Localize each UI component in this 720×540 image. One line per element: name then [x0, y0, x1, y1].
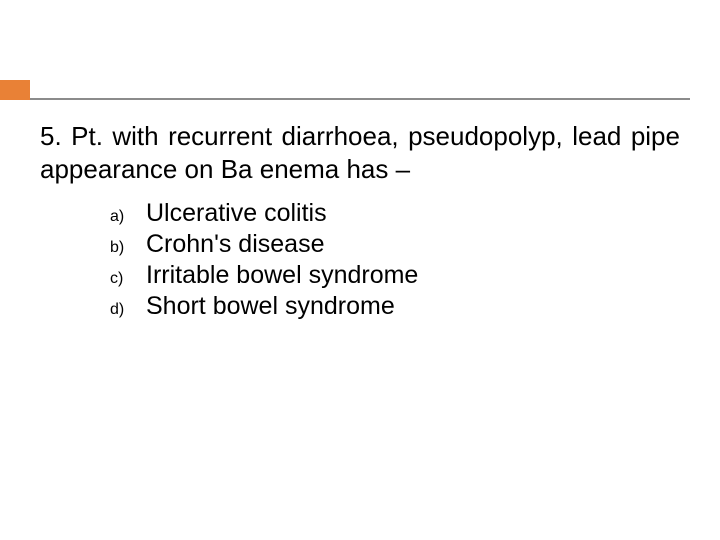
option-text: Crohn's disease — [146, 230, 324, 259]
option-text: Short bowel syndrome — [146, 292, 395, 321]
content-area: 5. Pt. with recurrent diarrhoea, pseudop… — [40, 120, 680, 323]
horizontal-rule — [30, 98, 690, 100]
option-marker: c) — [110, 270, 146, 288]
option-marker: d) — [110, 301, 146, 319]
option-text: Ulcerative colitis — [146, 199, 327, 228]
option-item: a) Ulcerative colitis — [110, 199, 680, 228]
option-marker: b) — [110, 239, 146, 257]
slide: 5. Pt. with recurrent diarrhoea, pseudop… — [0, 0, 720, 540]
question-body: Pt. with recurrent diarrhoea, pseudopoly… — [40, 121, 680, 184]
option-item: b) Crohn's disease — [110, 230, 680, 259]
option-marker: a) — [110, 208, 146, 226]
option-item: d) Short bowel syndrome — [110, 292, 680, 321]
option-text: Irritable bowel syndrome — [146, 261, 418, 290]
question-text: 5. Pt. with recurrent diarrhoea, pseudop… — [40, 120, 680, 185]
option-item: c) Irritable bowel syndrome — [110, 261, 680, 290]
accent-bar — [0, 80, 30, 100]
options-list: a) Ulcerative colitis b) Crohn's disease… — [110, 199, 680, 321]
question-number: 5. — [40, 121, 62, 151]
